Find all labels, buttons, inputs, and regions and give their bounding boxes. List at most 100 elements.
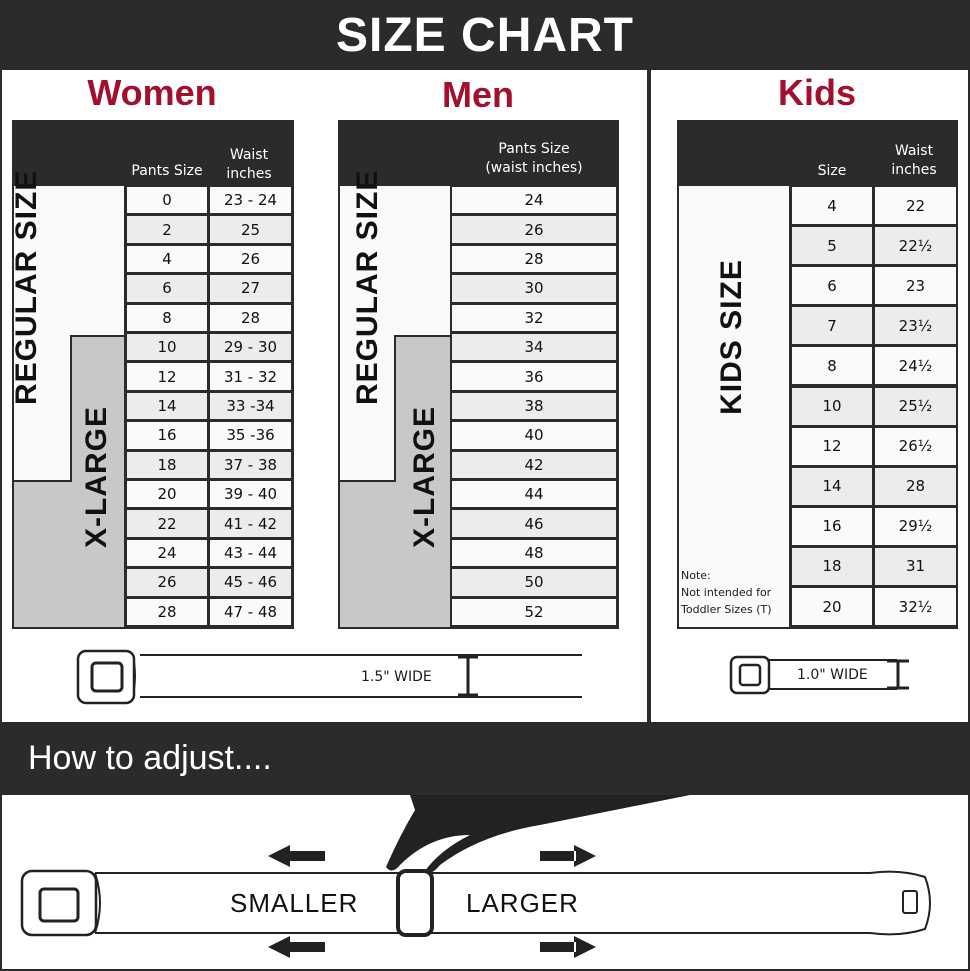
kids-size-label: KIDS SIZE	[715, 259, 748, 415]
women-cell: 39 - 40	[210, 481, 291, 508]
women-cell: 22	[127, 510, 207, 537]
kids-cell: 10	[792, 387, 872, 425]
women-header-waist: Waist inches	[226, 147, 272, 182]
kids-cell: 7	[792, 307, 872, 345]
women-cell: 28	[127, 598, 207, 625]
women-header-pants-size: Pants Size	[131, 163, 203, 179]
men-cell: 38	[452, 392, 616, 420]
adjust-title: How to adjust....	[28, 739, 272, 777]
women-cell: 35 -36	[210, 422, 291, 449]
kids-cell: 6	[792, 267, 872, 305]
kids-cell: 12	[792, 427, 872, 465]
arrow-right-icon	[540, 845, 596, 867]
kids-cell: 28	[875, 467, 956, 505]
kids-cell: 29½	[875, 507, 956, 545]
kids-title: Kids	[777, 72, 856, 113]
women-cell: 18	[127, 451, 207, 478]
kids-cell: 26½	[875, 427, 956, 465]
men-cell: 36	[452, 363, 616, 390]
kids-cell: 22	[875, 187, 956, 225]
women-cell: 26	[127, 569, 207, 596]
men-xlarge-region-lower	[340, 480, 396, 627]
women-cell: 27	[210, 275, 291, 302]
kids-cell: 23½	[875, 307, 956, 345]
smaller-label: SMALLER	[230, 888, 359, 918]
women-cell: 26	[210, 245, 291, 273]
men-header-pants-size: Pants Size (waist inches)	[485, 141, 583, 176]
men-cell: 50	[452, 569, 616, 596]
title-bar: SIZE CHART	[0, 0, 970, 70]
kids-cell: 16	[792, 507, 872, 545]
men-cell: 24	[452, 187, 616, 214]
men-cell: 52	[452, 598, 616, 625]
women-cell: 20	[127, 481, 207, 508]
kids-cell: 23	[875, 267, 956, 305]
women-cell: 2	[127, 216, 207, 243]
arrow-left-icon	[268, 936, 325, 958]
adjust-belt-illustration	[20, 795, 931, 958]
kids-label-region	[679, 186, 789, 627]
kids-cell: 4	[792, 187, 872, 225]
women-size-table: Pants Size Waist inches REGULAR SIZE X-L…	[10, 120, 294, 629]
kids-header-size: Size	[817, 163, 847, 179]
women-cell: 45 - 46	[210, 569, 291, 596]
women-title: Women	[87, 72, 217, 113]
kids-cell: 5	[792, 227, 872, 265]
women-cell: 23 - 24	[210, 187, 291, 214]
kids-size-table: Size Waist inches KIDS SIZE Note: Not in…	[677, 120, 958, 629]
men-cell: 30	[452, 275, 616, 302]
men-regular-label: REGULAR SIZE	[351, 169, 384, 405]
women-cell: 14	[127, 392, 207, 420]
kids-header-waist: Waist inches	[891, 143, 937, 178]
men-cell: 32	[452, 304, 616, 331]
divider	[647, 70, 651, 722]
belt-loop	[396, 869, 434, 937]
kids-cell: 32½	[875, 588, 956, 626]
page-title: SIZE CHART	[336, 8, 634, 62]
men-cell: 46	[452, 510, 616, 537]
kids-cell: 8	[792, 347, 872, 385]
women-xlarge-label: X-LARGE	[80, 406, 113, 548]
kids-cell: 31	[875, 547, 956, 585]
women-xlarge-region-lower	[14, 480, 72, 627]
women-cell: 31 - 32	[210, 363, 291, 390]
arrow-left-icon	[268, 845, 325, 867]
men-cell: 34	[452, 334, 616, 361]
women-cell: 8	[127, 304, 207, 331]
women-cell: 25	[210, 216, 291, 243]
kids-note-text: Not intended for Toddler Sizes (T)	[681, 586, 772, 616]
women-cell: 41 - 42	[210, 510, 291, 537]
larger-label: LARGER	[466, 888, 579, 918]
kids-belt-illustration	[729, 655, 909, 695]
men-cell: 40	[452, 422, 616, 449]
adult-belt-width-label: 1.5" WIDE	[361, 669, 432, 685]
kids-cell: 18	[792, 547, 872, 585]
kids-panel	[651, 70, 970, 722]
women-cell: 28	[210, 304, 291, 331]
kids-cell: 24½	[875, 347, 956, 385]
women-cell: 43 - 44	[210, 539, 291, 567]
men-cell: 42	[452, 451, 616, 478]
women-cell: 33 -34	[210, 392, 291, 420]
men-size-table: Pants Size (waist inches) REGULAR SIZE X…	[338, 120, 619, 629]
arrow-right-icon	[540, 936, 596, 958]
women-cell: 4	[127, 245, 207, 273]
women-cell: 37 - 38	[210, 451, 291, 478]
men-title: Men	[442, 74, 514, 115]
men-cell: 26	[452, 216, 616, 243]
women-cell: 47 - 48	[210, 598, 291, 625]
adult-belt-illustration	[76, 649, 582, 705]
men-xlarge-region	[394, 335, 450, 627]
kids-belt-width-label: 1.0" WIDE	[797, 667, 868, 683]
kids-cell: 25½	[875, 387, 956, 425]
women-cell: 0	[127, 187, 207, 214]
kids-cell: 14	[792, 467, 872, 505]
kids-cell: 22½	[875, 227, 956, 265]
hand-illustration	[386, 795, 690, 873]
women-cell: 24	[127, 539, 207, 567]
men-cell: 48	[452, 539, 616, 567]
men-cell: 28	[452, 245, 616, 273]
women-cell: 6	[127, 275, 207, 302]
men-xlarge-label: X-LARGE	[408, 406, 441, 548]
women-cell: 29 - 30	[210, 334, 291, 361]
